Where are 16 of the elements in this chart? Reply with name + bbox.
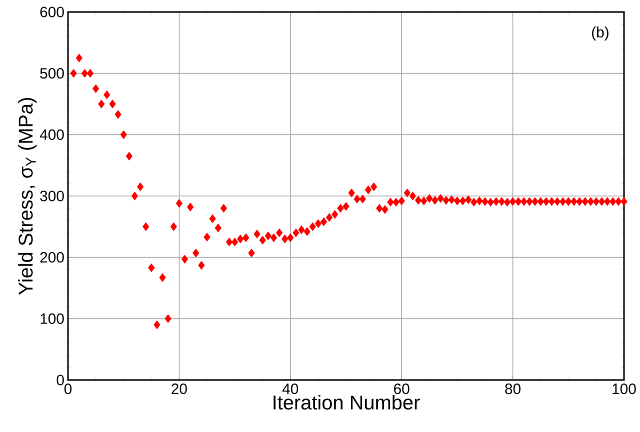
x-tick-label: 0 bbox=[64, 384, 72, 394]
x-tick-label: 60 bbox=[394, 384, 410, 394]
y-tick-label: 400 bbox=[40, 129, 64, 140]
y-tick-label: 200 bbox=[40, 252, 64, 263]
y-tick-label: 600 bbox=[40, 6, 64, 18]
annotation: (b) bbox=[592, 26, 608, 40]
y-tick-label: 0 bbox=[56, 374, 64, 386]
x-tick-label: 100 bbox=[612, 384, 636, 394]
y-tick-label: 100 bbox=[40, 313, 64, 324]
x-tick-label: 40 bbox=[282, 384, 298, 394]
x-tick-label: 80 bbox=[505, 384, 521, 394]
x-axis-title: Iteration Number bbox=[274, 394, 420, 410]
y-tick-label: 300 bbox=[40, 190, 64, 202]
x-tick-label: 20 bbox=[172, 384, 187, 394]
y-axis-title: Yield Stress, σ$_{Y}$ (MPa) bbox=[18, 98, 37, 295]
y-tick-label: 500 bbox=[40, 68, 64, 79]
